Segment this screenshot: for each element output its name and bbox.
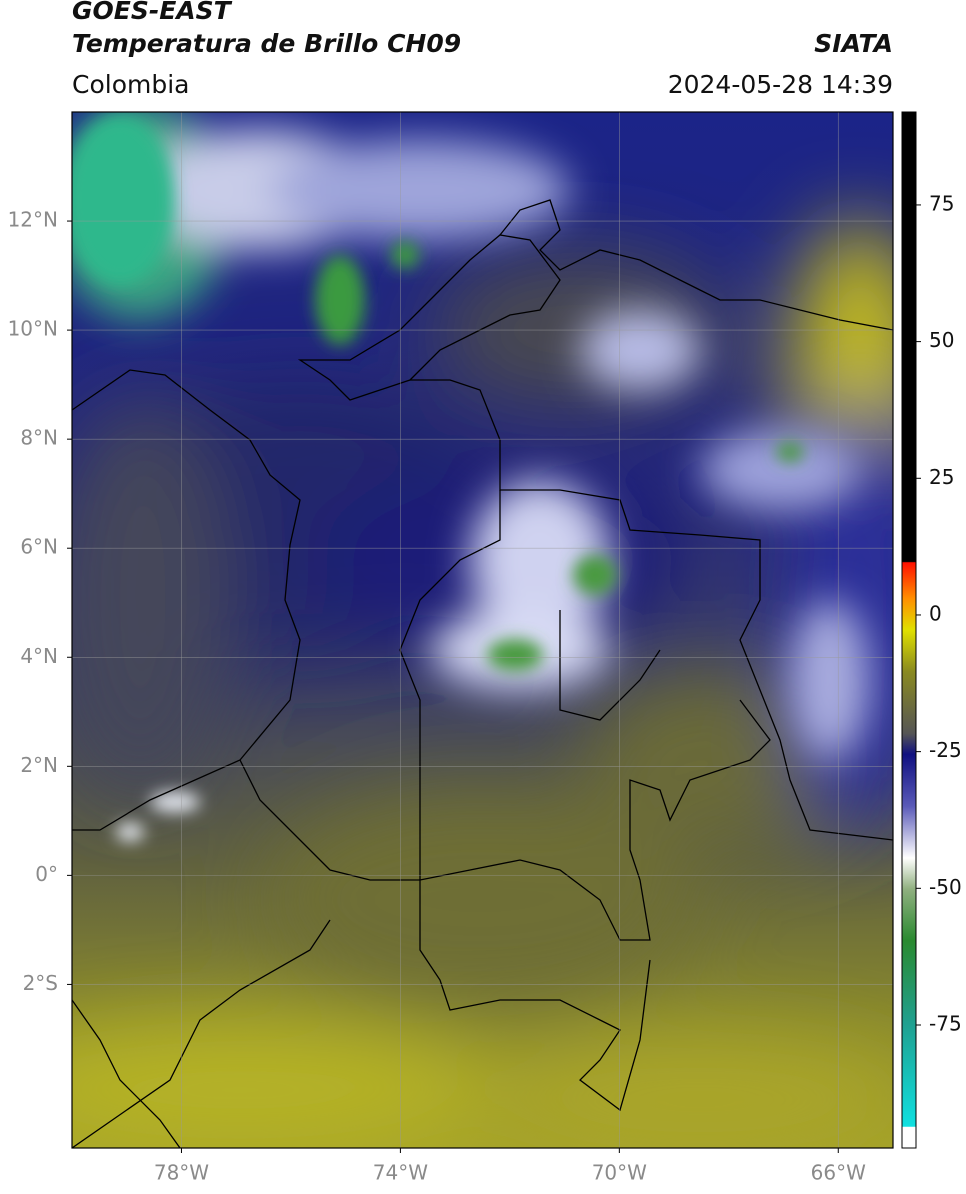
timestamp: 2024-05-28 14:39	[668, 70, 893, 99]
lon-tick-label: 78°W	[154, 1161, 209, 1185]
lat-tick-label: 0°	[35, 862, 58, 886]
satellite-image	[72, 112, 893, 1148]
colorbar-tick-label: 0	[929, 601, 942, 625]
title-line: GOES-EAST	[72, 0, 233, 25]
colorbar	[901, 111, 917, 1149]
lon-tick-label: 70°W	[592, 1161, 647, 1185]
lon-tick-label: 74°W	[373, 1161, 428, 1185]
map-frame	[71, 111, 894, 1149]
colorbar-tick-label: -25	[929, 738, 962, 762]
lat-tick-label: 12°N	[8, 208, 58, 232]
lat-tick-label: 2°N	[20, 753, 58, 777]
colorbar-tick-label: -75	[929, 1011, 962, 1035]
source: SIATA	[814, 29, 893, 58]
lat-tick-label: 6°N	[20, 535, 58, 559]
colorbar-tick-label: 50	[929, 328, 954, 352]
borders	[72, 199, 893, 1148]
lon-tick-label: 66°W	[811, 1161, 866, 1185]
graticule	[72, 112, 893, 1148]
region: Colombia	[72, 70, 189, 99]
colorbar-tick-label: 75	[929, 191, 954, 215]
colorbar-tick-label: 25	[929, 465, 954, 489]
lat-tick-label: 10°N	[8, 317, 58, 341]
title-line: Temperatura de Brillo CH09	[72, 29, 461, 58]
lat-tick-label: 2°S	[23, 971, 58, 995]
lat-tick-label: 8°N	[20, 426, 58, 450]
lat-tick-label: 4°N	[20, 644, 58, 668]
colorbar-tick-label: -50	[929, 875, 962, 899]
